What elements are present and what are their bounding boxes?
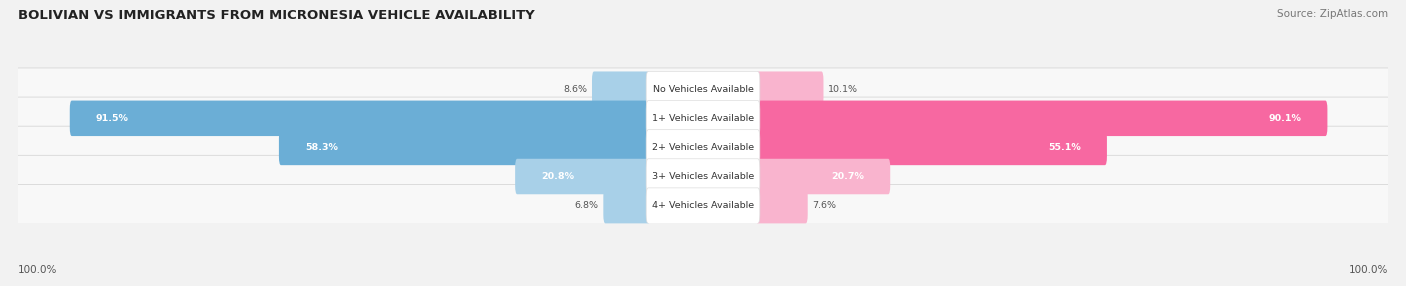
Text: Source: ZipAtlas.com: Source: ZipAtlas.com [1277,9,1388,19]
Text: 3+ Vehicles Available: 3+ Vehicles Available [652,172,754,181]
Text: 91.5%: 91.5% [96,114,129,123]
FancyBboxPatch shape [647,130,759,165]
Text: 6.8%: 6.8% [575,201,599,210]
FancyBboxPatch shape [515,159,651,194]
FancyBboxPatch shape [647,188,759,223]
Text: 4+ Vehicles Available: 4+ Vehicles Available [652,201,754,210]
Text: BOLIVIAN VS IMMIGRANTS FROM MICRONESIA VEHICLE AVAILABILITY: BOLIVIAN VS IMMIGRANTS FROM MICRONESIA V… [18,9,536,21]
Text: 8.6%: 8.6% [564,85,588,94]
FancyBboxPatch shape [17,97,1389,140]
Text: 20.7%: 20.7% [831,172,865,181]
FancyBboxPatch shape [755,159,890,194]
FancyBboxPatch shape [647,101,759,136]
Text: 20.8%: 20.8% [541,172,574,181]
Text: 10.1%: 10.1% [828,85,858,94]
FancyBboxPatch shape [755,130,1107,165]
FancyBboxPatch shape [755,72,824,107]
Text: 2+ Vehicles Available: 2+ Vehicles Available [652,143,754,152]
FancyBboxPatch shape [278,130,651,165]
Text: 100.0%: 100.0% [1348,265,1388,275]
FancyBboxPatch shape [17,184,1389,227]
Text: 90.1%: 90.1% [1268,114,1302,123]
FancyBboxPatch shape [647,72,759,107]
Text: 1+ Vehicles Available: 1+ Vehicles Available [652,114,754,123]
FancyBboxPatch shape [603,188,651,223]
Text: 100.0%: 100.0% [18,265,58,275]
FancyBboxPatch shape [17,126,1389,169]
FancyBboxPatch shape [17,155,1389,198]
Text: 7.6%: 7.6% [813,201,837,210]
Text: No Vehicles Available: No Vehicles Available [652,85,754,94]
FancyBboxPatch shape [755,188,807,223]
FancyBboxPatch shape [647,159,759,194]
FancyBboxPatch shape [592,72,651,107]
FancyBboxPatch shape [17,68,1389,110]
Text: 58.3%: 58.3% [305,143,337,152]
FancyBboxPatch shape [755,101,1327,136]
Text: 55.1%: 55.1% [1047,143,1081,152]
FancyBboxPatch shape [70,101,651,136]
